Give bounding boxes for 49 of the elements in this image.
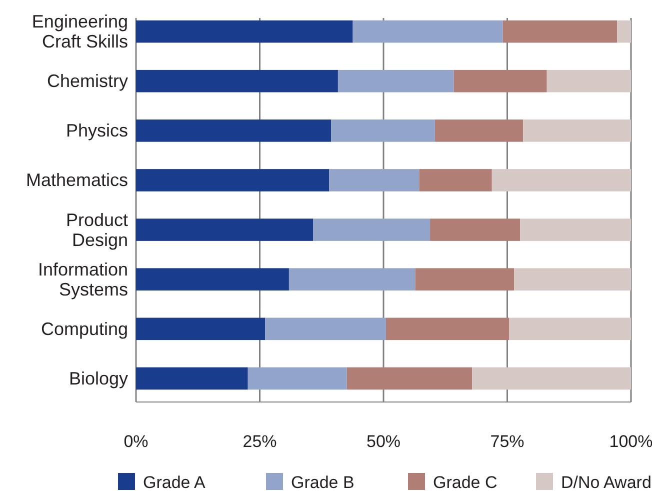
bar [136, 120, 332, 142]
x-tick-label: 100% [609, 432, 652, 451]
x-tick-label: 25% [242, 432, 277, 451]
y-tick-label: Computing [40, 318, 128, 339]
y-tick-label: Biology [68, 368, 128, 388]
y-tick-label: Chemistry [46, 71, 128, 92]
bar [265, 318, 386, 340]
x-tick-label: 0% [124, 432, 148, 451]
x-tick-label: 75% [490, 432, 524, 451]
bar [136, 70, 338, 92]
bar [415, 268, 514, 290]
y-tick-label: Information Systems [38, 259, 128, 300]
bar [346, 367, 472, 390]
bar [419, 169, 492, 192]
y-tick-label: Engineering Craft Skills [32, 12, 128, 52]
y-tick-label: Physics [66, 120, 128, 141]
bar [352, 20, 503, 43]
y-tick-label: Mathematics [26, 170, 128, 190]
bar [338, 70, 454, 92]
bar [509, 318, 631, 340]
x-tick-label: 50% [366, 432, 401, 451]
bar [454, 70, 547, 92]
bar [136, 218, 314, 241]
bar [430, 218, 520, 241]
y-tick-label: Product Design [66, 210, 128, 250]
bar [520, 218, 631, 241]
bar [136, 169, 330, 192]
legend-label: Grade C [433, 473, 498, 491]
legend-label: Grade B [291, 473, 354, 491]
bar [331, 120, 435, 142]
bar [329, 169, 420, 192]
bar [136, 367, 248, 390]
bar [288, 268, 416, 290]
bar [502, 20, 618, 43]
bar [472, 367, 631, 390]
bar [523, 120, 631, 142]
bar [514, 268, 631, 290]
bar [434, 120, 524, 142]
bar [313, 218, 430, 241]
legend-label: Grade A [143, 473, 206, 491]
bar [136, 318, 266, 340]
bar [546, 70, 631, 92]
bar [386, 318, 510, 340]
bar [617, 20, 631, 43]
bar [136, 268, 289, 290]
legend-label: D/No Award [561, 473, 652, 491]
bar [492, 169, 631, 192]
bar [136, 20, 353, 43]
bar [248, 367, 347, 390]
